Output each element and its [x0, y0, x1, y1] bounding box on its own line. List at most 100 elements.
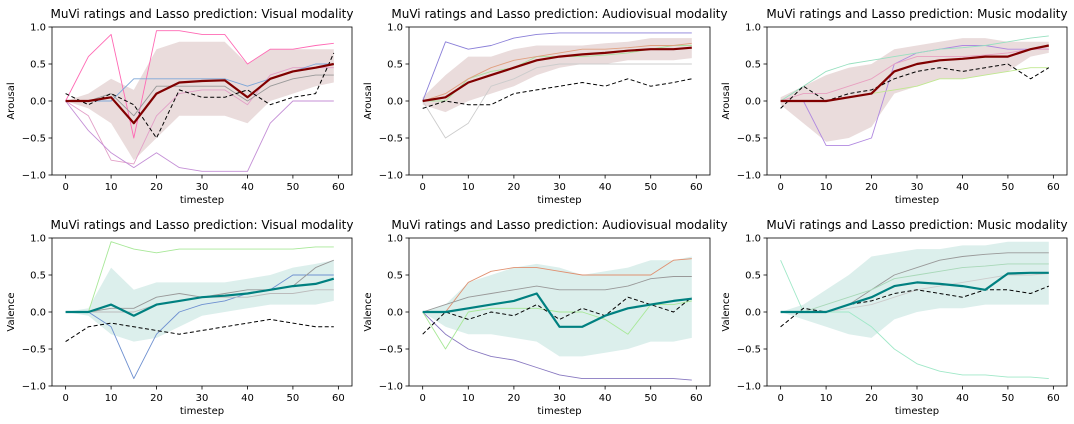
- y-tick-label: −1.0: [737, 171, 761, 182]
- x-tick-label: 20: [865, 393, 878, 404]
- subplot-4: 0 10 20 30 40 50 60 −1.0 −0.5 0.0 0.5 1.0 MuVi ratin…: [6, 218, 353, 417]
- y-tick-label: −1.0: [737, 382, 761, 393]
- subplot-5: 0 10 20 30 40 50 60 −1.0 −0.5 0.0 0.5 1.0 MuVi ratin…: [363, 218, 728, 417]
- y-tick-label: 0.0: [387, 308, 403, 319]
- rater-line-2: [65, 274, 334, 380]
- mean-rating-line: [422, 292, 692, 328]
- y-tick-label: 0.5: [745, 60, 761, 71]
- y-tick-label: −1.0: [22, 171, 46, 182]
- x-tick-label: 20: [508, 393, 521, 404]
- x-tick-label: 20: [150, 393, 163, 404]
- y-tick-label: −0.5: [379, 134, 403, 145]
- y-axis-label: Valence: [363, 292, 374, 331]
- x-tick-label: 50: [287, 182, 300, 193]
- x-tick-label: 30: [553, 393, 566, 404]
- x-tick-label: 40: [241, 393, 254, 404]
- x-tick-label: 50: [287, 393, 300, 404]
- x-tick-label: 10: [820, 393, 833, 404]
- subplot-6: 0 10 20 30 40 50 60 −1.0 −0.5 0.0 0.5 1.0 MuVi ratin…: [721, 218, 1068, 417]
- x-tick-label: 20: [508, 182, 521, 193]
- y-tick-label: 1.0: [30, 234, 46, 245]
- lasso-prediction-line: [422, 78, 692, 109]
- x-tick-label: 0: [777, 393, 783, 404]
- plot-area: [65, 241, 335, 380]
- x-tick-label: 0: [62, 393, 68, 404]
- mean-rating-line: [780, 44, 1050, 103]
- x-tick-label: 10: [820, 182, 833, 193]
- y-tick-label: 0.0: [745, 97, 761, 108]
- x-axis-label: timestep: [537, 195, 581, 206]
- chart-title: MuVi ratings and Lasso prediction: Music…: [766, 7, 1067, 21]
- y-axis-label: Arousal: [363, 82, 374, 119]
- std-band: [65, 41, 334, 161]
- y-tick-label: 0.5: [30, 271, 46, 282]
- x-tick-label: 40: [599, 393, 612, 404]
- y-tick-label: −1.0: [379, 382, 403, 393]
- y-tick-label: 0.0: [745, 308, 761, 319]
- x-tick-label: 20: [150, 182, 163, 193]
- y-tick-label: 0.0: [387, 97, 403, 108]
- chart-title: MuVi ratings and Lasso prediction: Audio…: [391, 218, 727, 232]
- plot-area: [422, 256, 693, 381]
- lasso-prediction-line: [422, 296, 693, 335]
- x-tick-label: 10: [105, 393, 118, 404]
- chart-title: MuVi ratings and Lasso prediction: Visua…: [51, 218, 354, 232]
- plot-area: [780, 35, 1050, 146]
- y-tick-label: 0.5: [30, 60, 46, 71]
- plot-area: [780, 241, 1049, 380]
- x-tick-label: 60: [332, 393, 345, 404]
- x-tick-label: 60: [690, 182, 703, 193]
- x-tick-label: 0: [777, 182, 783, 193]
- y-tick-label: −0.5: [22, 345, 46, 356]
- y-tick-label: 0.0: [30, 308, 46, 319]
- plot-area: [422, 32, 692, 139]
- y-tick-label: −0.5: [737, 345, 761, 356]
- x-tick-label: 10: [462, 393, 475, 404]
- x-tick-label: 30: [196, 393, 209, 404]
- x-tick-label: 50: [1002, 393, 1015, 404]
- x-tick-label: 40: [956, 182, 969, 193]
- x-tick-label: 30: [553, 182, 566, 193]
- mean-rating-line: [422, 46, 692, 103]
- x-tick-label: 10: [462, 182, 475, 193]
- subplot-1: 0 10 20 30 40 50 60 −1.0 −0.5 0.0 0.5 1.0 MuVi ratin…: [6, 7, 353, 206]
- x-axis-label: timestep: [180, 195, 224, 206]
- y-axis-label: Arousal: [6, 82, 17, 119]
- chart-title: MuVi ratings and Lasso prediction: Audio…: [391, 7, 727, 21]
- rater-line-1: [422, 32, 692, 102]
- rater-line-2: [65, 67, 334, 165]
- rater-line-2: [780, 35, 1049, 102]
- x-axis-label: timestep: [895, 195, 939, 206]
- subplot-3: 0 10 20 30 40 50 60 −1.0 −0.5 0.0 0.5 1.0 MuVi ratin…: [721, 7, 1068, 206]
- x-tick-label: 60: [1047, 182, 1060, 193]
- x-tick-label: 0: [419, 182, 425, 193]
- rater-line-4: [422, 276, 692, 313]
- y-tick-label: 0.5: [387, 60, 403, 71]
- y-tick-label: −0.5: [22, 134, 46, 145]
- y-tick-label: −0.5: [379, 345, 403, 356]
- rater-line-5: [65, 74, 334, 117]
- y-tick-label: 1.0: [387, 234, 403, 245]
- y-tick-label: 1.0: [387, 23, 403, 34]
- rater-line-4: [422, 42, 692, 102]
- rater-line-1: [65, 30, 334, 139]
- chart-title: MuVi ratings and Lasso prediction: Visua…: [51, 7, 354, 21]
- y-tick-label: −1.0: [22, 382, 46, 393]
- x-tick-label: 50: [644, 393, 657, 404]
- x-tick-label: 30: [911, 182, 924, 193]
- x-tick-label: 50: [1002, 182, 1015, 193]
- y-tick-label: 0.0: [30, 97, 46, 108]
- x-tick-label: 60: [690, 393, 703, 404]
- rater-line-1: [422, 258, 692, 313]
- x-axis-label: timestep: [895, 406, 939, 417]
- plot-area: [65, 30, 335, 172]
- mean-rating-line: [65, 62, 335, 125]
- x-tick-label: 60: [332, 182, 345, 193]
- std-band: [780, 38, 1049, 142]
- x-tick-label: 30: [196, 182, 209, 193]
- mean-rating-line: [780, 271, 1049, 314]
- x-tick-label: 20: [865, 182, 878, 193]
- x-tick-label: 40: [241, 182, 254, 193]
- y-tick-label: 0.5: [387, 271, 403, 282]
- y-axis-label: Valence: [721, 292, 732, 331]
